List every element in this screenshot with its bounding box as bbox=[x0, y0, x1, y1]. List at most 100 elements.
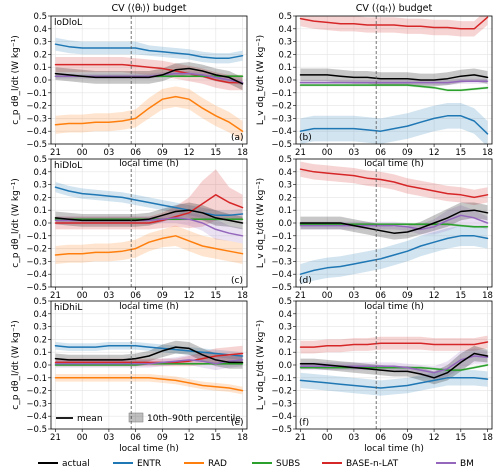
panel-letter: (f) bbox=[299, 418, 309, 428]
row-label: hiDhiL bbox=[54, 303, 82, 313]
band-bm bbox=[300, 205, 488, 235]
series-line-base-n-lat bbox=[54, 194, 244, 224]
x-tick-label: 06 bbox=[375, 291, 386, 301]
x-tick-label: 09 bbox=[402, 148, 413, 158]
x-tick-label: 00 bbox=[77, 433, 88, 443]
band-entr bbox=[300, 103, 488, 144]
series-line-bm bbox=[54, 359, 244, 365]
x-tick-label: 00 bbox=[322, 291, 333, 301]
x-tick-label: 12 bbox=[429, 148, 440, 158]
series-line-bm bbox=[299, 214, 489, 231]
x-tick-label: 21 bbox=[295, 433, 306, 443]
band-rad bbox=[55, 374, 243, 395]
y-tick-label: 0.4 bbox=[33, 168, 47, 178]
legend-mean-label: mean bbox=[77, 414, 103, 424]
x-tick-label: 21 bbox=[295, 291, 306, 301]
x-axis-label: local time (h) bbox=[364, 302, 424, 312]
x-tick-label: 15 bbox=[455, 291, 466, 301]
y-tick-label: 0.0 bbox=[278, 76, 292, 86]
legend-label-entr: ENTR bbox=[137, 459, 161, 469]
y-tick-label: 0.3 bbox=[33, 181, 47, 191]
y-tick-label: −0.3 bbox=[26, 399, 47, 409]
y-tick-label: −0.3 bbox=[271, 114, 292, 124]
band-entr bbox=[300, 370, 488, 396]
x-axis-label: local time (h) bbox=[364, 159, 424, 169]
x-tick-label: 18 bbox=[237, 433, 248, 443]
legend: actual ENTR RAD SUBS BASE-n-LAT BM bbox=[38, 459, 474, 469]
series-line-bm bbox=[299, 355, 489, 374]
x-tick-label: 06 bbox=[375, 148, 386, 158]
y-tick-label: −0.2 bbox=[271, 102, 292, 112]
y-tick-label: 0.0 bbox=[278, 361, 292, 371]
x-tick-label: 00 bbox=[322, 433, 333, 443]
series-line-entr bbox=[54, 345, 244, 357]
x-tick-label: 09 bbox=[402, 291, 413, 301]
y-tick-label: 0.5 bbox=[33, 155, 47, 165]
y-tick-label: −0.4 bbox=[271, 412, 292, 422]
series-line-subs bbox=[299, 223, 489, 228]
panel-b: −0.5−0.4−0.3−0.2−0.10.00.10.20.30.40.521… bbox=[256, 12, 493, 169]
x-tick-label: 06 bbox=[130, 433, 141, 443]
series-line-actual bbox=[299, 74, 489, 81]
series-line-actual bbox=[54, 67, 244, 85]
x-tick-label: 09 bbox=[157, 148, 168, 158]
x-tick-label: 06 bbox=[130, 148, 141, 158]
x-tick-label: 18 bbox=[482, 291, 493, 301]
band-base-n-lat bbox=[55, 169, 243, 230]
series-line-entr bbox=[54, 186, 244, 217]
y-tick-label: 0.1 bbox=[278, 348, 292, 358]
x-tick-label: 03 bbox=[103, 148, 114, 158]
plot-area bbox=[299, 16, 489, 144]
series-line-base-n-lat bbox=[299, 341, 489, 348]
x-axis-label: local time (h) bbox=[119, 444, 179, 454]
y-tick-label: 0.4 bbox=[278, 310, 292, 320]
y-tick-label: 0.4 bbox=[278, 25, 292, 35]
plot-area bbox=[299, 335, 489, 396]
series-line-base-n-lat bbox=[54, 352, 244, 364]
x-tick-label: 09 bbox=[157, 433, 168, 443]
y-tick-label: −0.5 bbox=[271, 283, 292, 293]
y-tick-label: −0.4 bbox=[26, 412, 47, 422]
x-tick-label: 15 bbox=[455, 148, 466, 158]
y-tick-label: 0.4 bbox=[33, 310, 47, 320]
series-line-entr bbox=[299, 377, 489, 389]
x-tick-label: 12 bbox=[184, 148, 195, 158]
y-tick-label: −0.5 bbox=[271, 425, 292, 435]
series-line-actual bbox=[299, 209, 489, 234]
plot-area bbox=[299, 161, 489, 285]
y-tick-label: 0.5 bbox=[33, 12, 47, 22]
legend-label-bm: BM bbox=[460, 459, 474, 469]
y-tick-label: 0.3 bbox=[278, 181, 292, 191]
series-line-entr bbox=[299, 115, 489, 135]
series-line-bm bbox=[299, 80, 489, 84]
series-line-base-n-lat bbox=[54, 63, 244, 84]
y-tick-label: 0.0 bbox=[33, 361, 47, 371]
panel-a: −0.5−0.4−0.3−0.2−0.10.00.10.20.30.40.521… bbox=[11, 12, 248, 169]
y-tick-label: 0.4 bbox=[278, 168, 292, 178]
x-tick-label: 12 bbox=[429, 291, 440, 301]
y-tick-label: −0.2 bbox=[26, 102, 47, 112]
x-axis-label: local time (h) bbox=[119, 159, 179, 169]
panel-f: −0.5 −0.4 −0.3 −0.2 −0.1 0.0 0.1 0.2 0.3 0.4 0.5 21… bbox=[256, 297, 493, 454]
y-tick-label: −0.1 bbox=[271, 232, 292, 242]
x-tick-label: 15 bbox=[210, 291, 221, 301]
y-tick-label: 0.5 bbox=[278, 297, 292, 307]
legend-label-actual: actual bbox=[62, 459, 90, 469]
panel-letter: (d) bbox=[299, 276, 312, 286]
x-tick-label: 18 bbox=[237, 148, 248, 158]
band-base-n-lat bbox=[300, 16, 488, 37]
y-tick-label: 0.1 bbox=[33, 348, 47, 358]
x-tick-label: 06 bbox=[375, 433, 386, 443]
x-tick-label: 15 bbox=[210, 148, 221, 158]
y-tick-label: −0.2 bbox=[271, 387, 292, 397]
panel-d: −0.5−0.4−0.3−0.2−0.10.00.10.20.30.40.521… bbox=[256, 155, 493, 312]
y-tick-label: −0.1 bbox=[26, 374, 47, 384]
series-line-subs bbox=[299, 364, 489, 371]
x-tick-label: 18 bbox=[237, 291, 248, 301]
legend-label-rad: RAD bbox=[208, 459, 227, 469]
x-tick-label: 12 bbox=[184, 291, 195, 301]
legend-label-base-n-lat: BASE-n-LAT bbox=[346, 459, 399, 469]
y-tick-label: −0.1 bbox=[26, 232, 47, 242]
band-base-n-lat bbox=[300, 161, 488, 206]
x-tick-label: 21 bbox=[50, 148, 61, 158]
